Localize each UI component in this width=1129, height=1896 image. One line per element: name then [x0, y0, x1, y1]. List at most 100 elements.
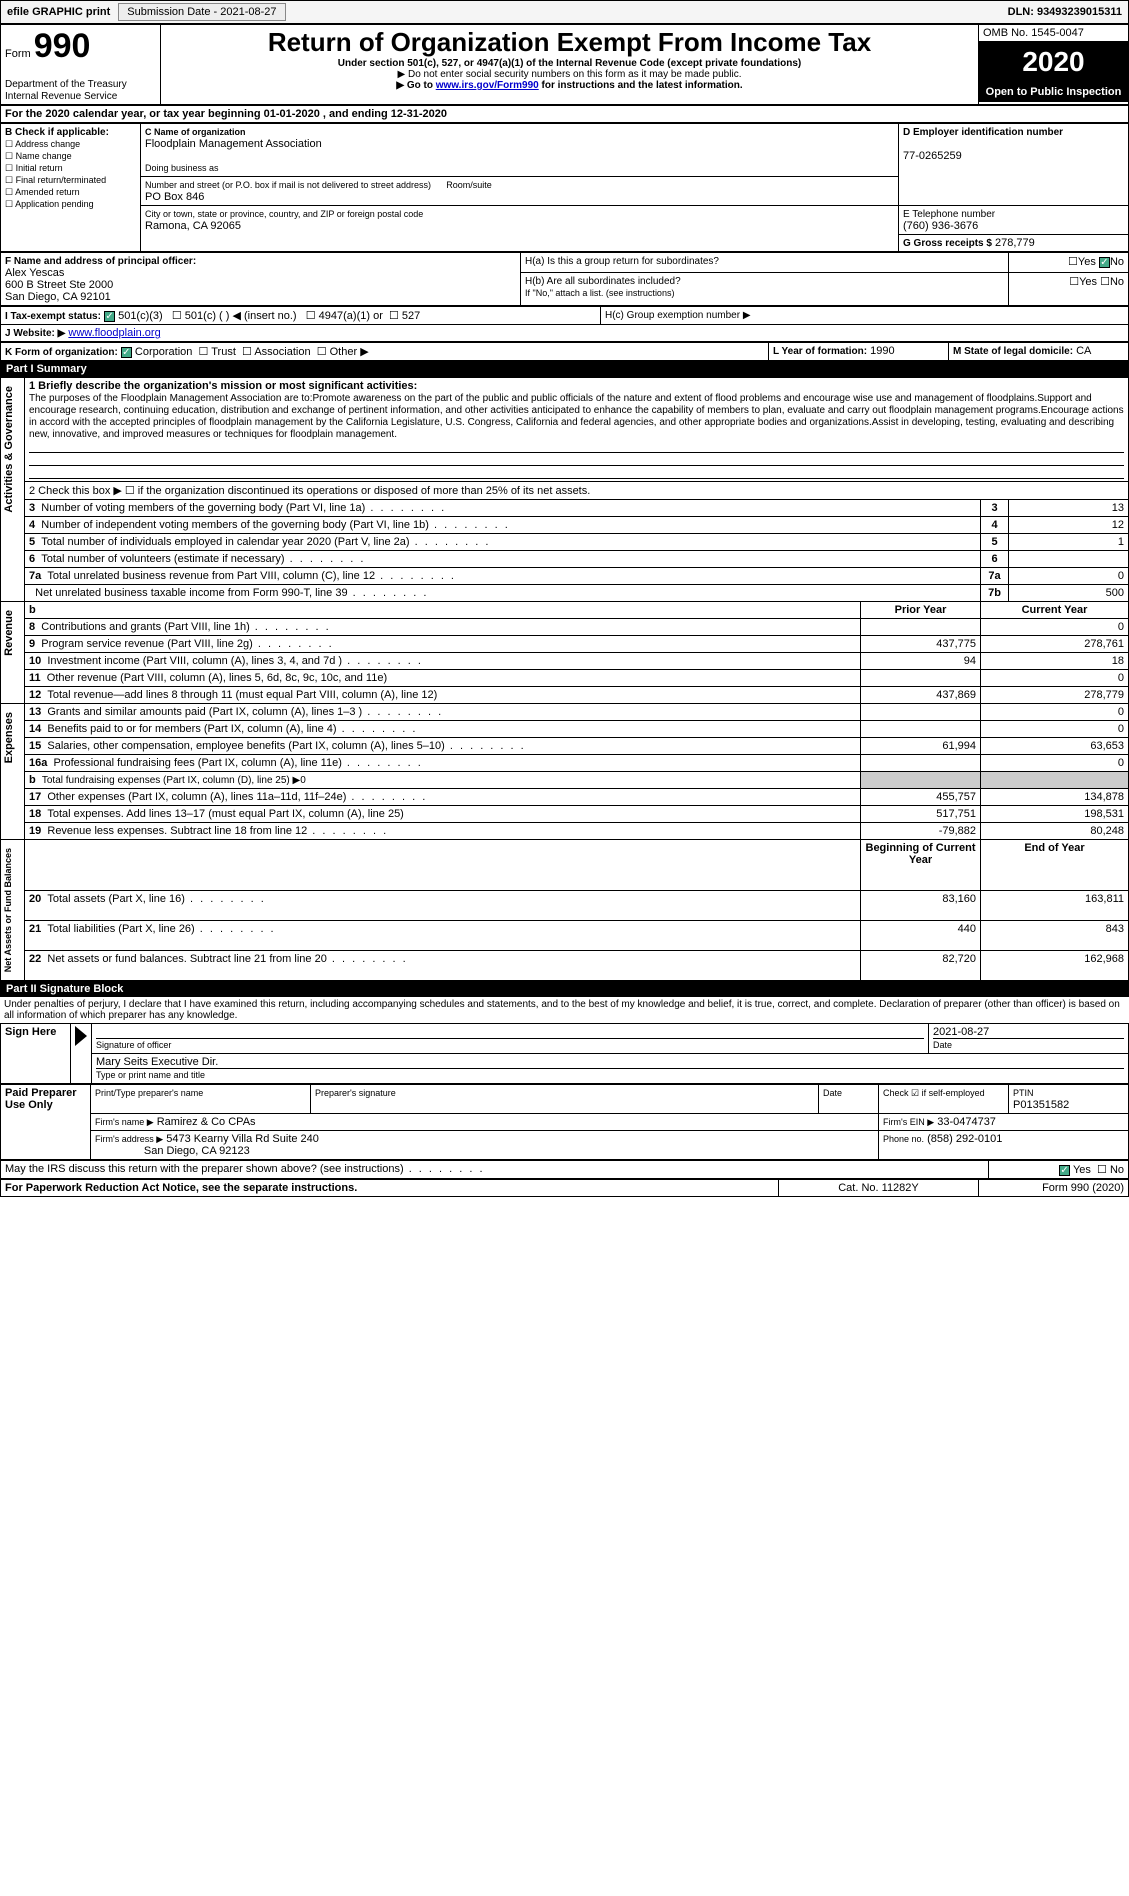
i-501c3: 501(c)(3) — [118, 310, 163, 322]
irs-label: Internal Revenue Service — [5, 91, 117, 102]
discuss-no: No — [1110, 1164, 1124, 1176]
form-number: 990 — [34, 27, 91, 65]
ptin-label: PTIN — [1013, 1088, 1034, 1098]
discuss-yes-checkbox[interactable]: ✓ — [1059, 1165, 1070, 1176]
k-assoc: Association — [254, 346, 310, 358]
k-label: K Form of organization: — [5, 347, 118, 358]
sig-date: 2021-08-27 — [933, 1026, 1124, 1039]
goto-pre: ▶ Go to — [396, 80, 435, 91]
hb-label: H(b) Are all subordinates included? — [525, 276, 681, 287]
side-governance: Activities & Governance — [1, 378, 17, 521]
rev-row: 12 Total revenue—add lines 8 through 11 … — [1, 687, 1129, 704]
ein-value: 77-0265259 — [903, 150, 962, 162]
rev-b: b — [25, 602, 861, 619]
tax-period: For the 2020 calendar year, or tax year … — [1, 106, 1129, 123]
goto-post: for instructions and the latest informat… — [542, 80, 743, 91]
gov-row: Net unrelated business taxable income fr… — [1, 585, 1129, 602]
part1-header: Part I Summary — [0, 361, 1129, 377]
form-header-table: Form 990 Department of the Treasury Inte… — [0, 24, 1129, 105]
sign-here-label: Sign Here — [1, 1024, 71, 1084]
ha-no-checkbox[interactable]: ✓ — [1099, 257, 1110, 268]
col-current: Current Year — [981, 602, 1129, 619]
gov-row: 3 Number of voting members of the govern… — [1, 500, 1129, 517]
b-check-label: B Check if applicable: — [5, 127, 109, 138]
g-receipts-label: G Gross receipts $ — [903, 238, 992, 249]
exp-row: 14 Benefits paid to or for members (Part… — [1, 721, 1129, 738]
k-corp-checkbox[interactable]: ✓ — [121, 347, 132, 358]
net-row: 21 Total liabilities (Part X, line 26)44… — [1, 921, 1129, 951]
signature-arrow-icon — [75, 1026, 87, 1046]
sig-officer-label: Signature of officer — [96, 1040, 171, 1050]
rev-row: 8 Contributions and grants (Part VIII, l… — [1, 619, 1129, 636]
j-website-label: J Website: ▶ — [5, 328, 65, 339]
website-link[interactable]: www.floodplain.org — [68, 327, 160, 339]
gov-row: 7a Total unrelated business revenue from… — [1, 568, 1129, 585]
street-address: PO Box 846 — [145, 191, 204, 203]
exp-row: b Total fundraising expenses (Part IX, c… — [1, 772, 1129, 789]
room-label: Room/suite — [446, 180, 492, 190]
grey-cell — [861, 772, 981, 789]
b-opt-5: ☐ Application pending — [5, 199, 94, 209]
firm-phone-label: Phone no. — [883, 1134, 924, 1144]
paperwork-notice: For Paperwork Reduction Act Notice, see … — [1, 1180, 779, 1197]
form990-link[interactable]: www.irs.gov/Form990 — [436, 80, 539, 91]
q2-text: 2 Check this box ▶ ☐ if the organization… — [25, 482, 1129, 500]
f-officer-label: F Name and address of principal officer: — [5, 256, 196, 267]
side-netassets: Net Assets or Fund Balances — [1, 840, 15, 980]
ptin-value: P01351582 — [1013, 1099, 1069, 1111]
gov-row: 5 Total number of individuals employed i… — [1, 534, 1129, 551]
hc-label: H(c) Group exemption number ▶ — [605, 310, 751, 321]
i-501c: 501(c) ( ) ◀ (insert no.) — [185, 310, 297, 322]
discuss-yes: Yes — [1073, 1164, 1091, 1176]
part1-table: Activities & Governance 1 Briefly descri… — [0, 377, 1129, 981]
goto-note: ▶ Go to www.irs.gov/Form990 for instruct… — [165, 80, 974, 91]
grey-cell — [981, 772, 1129, 789]
hb-no: No — [1110, 276, 1124, 288]
identity-block: B Check if applicable: ☐ Address change … — [0, 123, 1129, 252]
submission-date-button[interactable]: Submission Date - 2021-08-27 — [118, 3, 285, 21]
hb-note: If "No," attach a list. (see instruction… — [525, 288, 674, 298]
rev-row: 9 Program service revenue (Part VIII, li… — [1, 636, 1129, 653]
cat-number: Cat. No. 11282Y — [779, 1180, 979, 1197]
date-label: Date — [933, 1040, 952, 1050]
city-state-zip: Ramona, CA 92065 — [145, 220, 241, 232]
i-label: I Tax-exempt status: — [5, 311, 101, 322]
omb-number: OMB No. 1545-0047 — [979, 25, 1128, 42]
form-word: Form — [5, 48, 31, 60]
b-opt-1: ☐ Name change — [5, 151, 72, 161]
dba-label: Doing business as — [145, 163, 219, 173]
part2-header: Part II Signature Block — [0, 981, 1129, 997]
firm-addr-label: Firm's address ▶ — [95, 1134, 163, 1144]
k-trust: Trust — [211, 346, 236, 358]
e-phone-label: E Telephone number — [903, 209, 995, 220]
k-other: Other ▶ — [330, 346, 369, 358]
exp-row: 15 Salaries, other compensation, employe… — [1, 738, 1129, 755]
col-prior: Prior Year — [861, 602, 981, 619]
exp-row: 18 Total expenses. Add lines 13–17 (must… — [1, 806, 1129, 823]
paid-preparer-label: Paid Preparer Use Only — [1, 1085, 91, 1160]
gov-row: 6 Total number of volunteers (estimate i… — [1, 551, 1129, 568]
paid-preparer-block: Paid Preparer Use Only Print/Type prepar… — [0, 1084, 1129, 1160]
firm-addr1: 5473 Kearny Villa Rd Suite 240 — [166, 1133, 319, 1145]
m-label: M State of legal domicile: — [953, 346, 1073, 357]
b-opt-0: ☐ Address change — [5, 139, 80, 149]
prep-sig-label: Preparer's signature — [315, 1088, 396, 1098]
prep-name-label: Print/Type preparer's name — [95, 1088, 203, 1098]
firm-addr2: San Diego, CA 92123 — [144, 1145, 250, 1157]
officer-printed-name: Mary Seits Executive Dir. — [96, 1056, 1124, 1069]
b-opt-3: ☐ Final return/terminated — [5, 175, 106, 185]
firm-name: Ramirez & Co CPAs — [157, 1116, 256, 1128]
firm-ein-label: Firm's EIN ▶ — [883, 1117, 934, 1127]
col-end: End of Year — [981, 840, 1129, 891]
b-opt-4: ☐ Amended return — [5, 187, 80, 197]
b-opt-2: ☐ Initial return — [5, 163, 63, 173]
officer-title-label: Type or print name and title — [96, 1070, 205, 1080]
hb-yes: Yes — [1079, 276, 1097, 288]
mission-text: The purposes of the Floodplain Managemen… — [29, 393, 1124, 440]
i-501c3-checkbox[interactable]: ✓ — [104, 311, 115, 322]
state-domicile: CA — [1076, 345, 1091, 357]
rev-row: 10 Investment income (Part VIII, column … — [1, 653, 1129, 670]
ha-label: H(a) Is this a group return for subordin… — [525, 256, 719, 267]
ssn-note: ▶ Do not enter social security numbers o… — [165, 69, 974, 80]
l-label: L Year of formation: — [773, 346, 867, 357]
